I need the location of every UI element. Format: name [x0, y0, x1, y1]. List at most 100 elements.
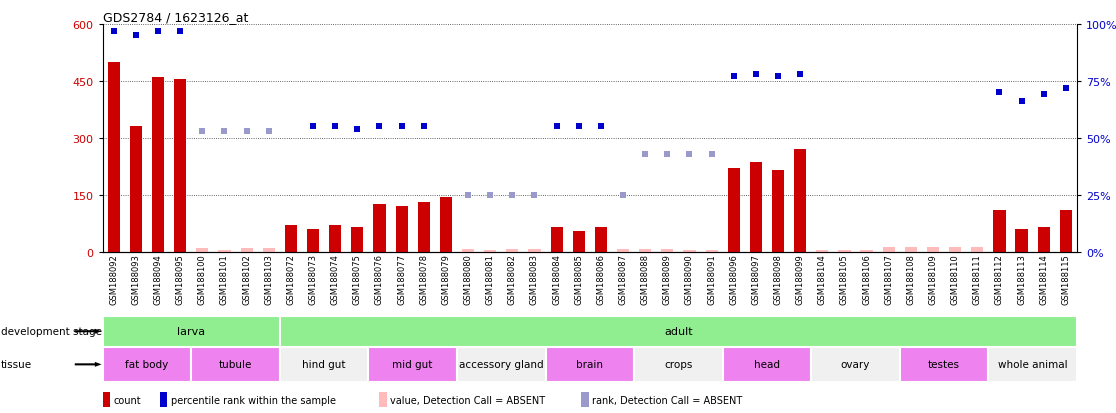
Bar [595, 227, 607, 252]
Bar [705, 250, 718, 252]
Bar [280, 316, 1077, 347]
Bar [550, 227, 562, 252]
Point [526, 192, 543, 198]
Text: larva: larva [177, 326, 205, 337]
Text: accessory gland: accessory gland [459, 359, 543, 370]
Point [150, 28, 167, 35]
Bar [191, 347, 280, 382]
Bar [811, 347, 899, 382]
Bar [103, 347, 191, 382]
Bar [723, 347, 811, 382]
Text: rank, Detection Call = ABSENT: rank, Detection Call = ABSENT [593, 394, 742, 405]
Bar [129, 127, 142, 252]
Bar [368, 347, 456, 382]
Point [591, 123, 609, 130]
Point [614, 192, 632, 198]
Bar [285, 225, 297, 252]
Bar [1060, 210, 1072, 252]
Bar [374, 204, 385, 252]
Bar [107, 63, 119, 252]
Bar [219, 250, 231, 252]
Bar [750, 163, 762, 252]
Point [304, 123, 321, 130]
Point [1035, 92, 1052, 98]
Bar [1038, 227, 1050, 252]
Point [791, 71, 809, 78]
Bar [728, 169, 740, 252]
Bar [440, 197, 452, 252]
Bar [507, 249, 519, 252]
Bar [484, 250, 497, 252]
Bar [989, 347, 1077, 382]
Point [681, 151, 699, 157]
Point [215, 128, 233, 135]
Bar [456, 347, 546, 382]
Point [724, 74, 742, 80]
Text: whole animal: whole animal [998, 359, 1068, 370]
Point [1012, 99, 1030, 105]
Point [1057, 85, 1075, 92]
Bar [795, 150, 806, 252]
Bar [949, 247, 961, 252]
Bar [196, 248, 209, 252]
Point [658, 151, 676, 157]
Point [703, 151, 721, 157]
Text: head: head [754, 359, 780, 370]
Bar [639, 249, 652, 252]
Bar [816, 250, 828, 252]
Point [260, 128, 278, 135]
Point [481, 192, 499, 198]
Bar [634, 347, 723, 382]
Text: tubule: tubule [219, 359, 252, 370]
Point [636, 151, 654, 157]
Text: testes: testes [929, 359, 960, 370]
Bar [838, 250, 850, 252]
Point [503, 192, 521, 198]
Bar [1016, 229, 1028, 252]
Bar [927, 247, 939, 252]
Point [570, 123, 588, 130]
Text: count: count [114, 394, 142, 405]
Point [548, 123, 566, 130]
Bar [174, 80, 186, 252]
Point [991, 90, 1009, 96]
Text: brain: brain [576, 359, 604, 370]
Text: tissue: tissue [1, 359, 32, 370]
Bar [993, 210, 1006, 252]
Bar [395, 206, 407, 252]
Point [326, 123, 344, 130]
Bar [307, 229, 319, 252]
Point [238, 128, 256, 135]
Bar [905, 247, 917, 252]
Point [459, 192, 477, 198]
Bar [152, 78, 164, 252]
Bar [772, 171, 785, 252]
Bar [262, 248, 275, 252]
Text: GDS2784 / 1623126_at: GDS2784 / 1623126_at [103, 11, 248, 24]
Point [415, 123, 433, 130]
Text: crops: crops [664, 359, 693, 370]
Point [171, 28, 189, 35]
Text: percentile rank within the sample: percentile rank within the sample [171, 394, 336, 405]
Bar [462, 249, 474, 252]
Bar [546, 347, 634, 382]
Text: value, Detection Call = ABSENT: value, Detection Call = ABSENT [391, 394, 546, 405]
Text: adult: adult [664, 326, 693, 337]
Text: fat body: fat body [125, 359, 169, 370]
Bar [352, 227, 364, 252]
Point [193, 128, 211, 135]
Bar [683, 250, 695, 252]
Text: development stage: development stage [1, 326, 103, 337]
Bar [103, 316, 280, 347]
Point [348, 126, 366, 133]
Text: mid gut: mid gut [393, 359, 433, 370]
Bar [883, 247, 895, 252]
Bar [329, 225, 341, 252]
Point [127, 33, 145, 39]
Bar [860, 250, 873, 252]
Text: hind gut: hind gut [302, 359, 346, 370]
Point [769, 74, 787, 80]
Point [371, 123, 388, 130]
Bar [241, 248, 252, 252]
Point [393, 123, 411, 130]
